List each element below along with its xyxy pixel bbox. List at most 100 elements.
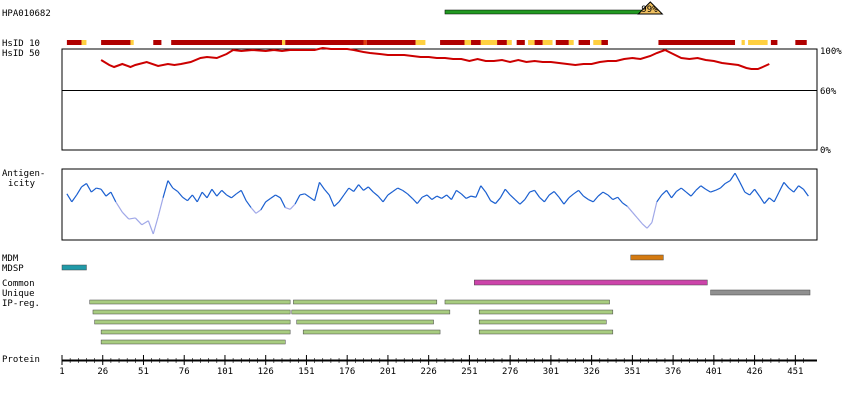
antigenicity-segment	[402, 189, 408, 195]
antigenicity-segment	[519, 199, 526, 205]
hsid10-segment	[555, 40, 569, 45]
antigenicity-segment	[499, 188, 506, 199]
antibody-id: HPA010682	[2, 9, 51, 19]
antigenicity-segment	[392, 187, 399, 193]
antigenicity-segment	[182, 196, 188, 202]
antigenicity-segment	[141, 220, 149, 226]
antigenicity-segment	[783, 181, 790, 189]
antigenicity-segment	[250, 207, 257, 214]
antigenicity-segment	[758, 195, 765, 204]
antigenicity-segment	[270, 194, 276, 199]
antigenicity-segment	[622, 202, 628, 207]
antigenicity-segment	[480, 185, 487, 193]
hsid10-band	[66, 40, 807, 45]
antigenicity-segment	[421, 194, 428, 198]
antigenicity-segment	[328, 194, 335, 207]
ipreg-bar	[444, 299, 610, 305]
antigenicity-segment	[377, 195, 384, 203]
axis-tick-label: 201	[380, 367, 396, 377]
antigenicity-segment	[121, 211, 130, 220]
axis-tick-label: 451	[787, 367, 803, 377]
antigenicity-segment	[768, 197, 775, 203]
antigenicity-segment	[367, 186, 374, 193]
antigenicity-segment	[236, 189, 242, 195]
antigenicity-segment	[187, 194, 193, 202]
ipreg-bar	[100, 329, 291, 335]
antigenicity-segment	[90, 187, 97, 193]
common-label: Common	[2, 279, 35, 289]
antigenicity-segment	[289, 203, 296, 210]
antigenicity-segment	[676, 187, 682, 193]
ipreg-bar	[94, 319, 291, 325]
antigenicity-segment	[416, 196, 423, 204]
unique-bar	[710, 289, 811, 296]
axis-tick-label: 326	[583, 367, 599, 377]
antigenicity-segment	[436, 195, 442, 199]
antigenicity-segment	[446, 194, 452, 200]
axis-tick-label: 1	[59, 367, 64, 377]
antigenicity-segment	[265, 197, 271, 203]
hsid10-segment	[440, 40, 465, 45]
unique-label: Unique	[2, 289, 35, 299]
antigenicity-segment	[201, 191, 208, 199]
antigenicity-segment	[333, 201, 340, 207]
antigenicity-segment	[465, 195, 472, 199]
antigenicity-segment	[285, 207, 291, 210]
antigenicity-segment	[191, 194, 198, 203]
antigenicity-segment	[323, 188, 330, 196]
axis-tick-label: 351	[624, 367, 640, 377]
axis-tick-label: 176	[339, 367, 355, 377]
antigenicity-segment	[695, 185, 702, 191]
hsid50-line	[100, 46, 770, 70]
hsid10-segment	[497, 40, 507, 45]
antigenicity-segment	[318, 181, 325, 190]
antigenicity-segment	[309, 196, 315, 202]
antigenicity-segment	[749, 188, 756, 196]
hsid10-segment	[795, 40, 807, 45]
mdm-label: MDM	[2, 254, 19, 264]
axis-tick-label: 26	[97, 367, 108, 377]
hsid10-segment	[464, 40, 472, 45]
ipreg-bar	[100, 339, 286, 345]
antigenicity-segment	[221, 189, 228, 196]
antigenicity-segment	[172, 187, 179, 193]
antigenicity-segment	[206, 188, 213, 199]
antigenicity-segment	[719, 183, 726, 189]
axis-tick-label: 76	[179, 367, 190, 377]
antigenicity-segment	[66, 193, 73, 203]
antigenicity-segment	[128, 217, 136, 220]
hsid10-segment	[282, 40, 286, 45]
antigenicity-segment	[578, 189, 584, 197]
antigenicity-segment	[705, 188, 711, 193]
hsid10-segment	[130, 40, 134, 45]
protein-axis-ticks: 1 26 51 76 101 126 151 176 201 226 251 276 301 326 351…	[59, 355, 804, 377]
antigenicity-segment	[441, 194, 447, 199]
antibody-bar: 99%	[444, 1, 664, 15]
antigenicity-segment	[744, 191, 751, 196]
antigenicity-segment	[495, 197, 501, 204]
antigenicity-segment	[729, 172, 736, 181]
antigenicity-segment	[680, 187, 687, 193]
hsid10-segment	[471, 40, 481, 45]
hsid10-segment	[593, 40, 602, 45]
antigenicity-segment	[71, 194, 78, 203]
antigenicity-segment	[602, 191, 609, 196]
antigenicity-segment	[656, 194, 663, 203]
hsid10-segment	[748, 40, 768, 45]
hsid50-frame	[61, 48, 818, 151]
antigenicity-segment	[553, 191, 560, 198]
antigenicity-segment	[407, 193, 413, 199]
ipreg-bar	[291, 309, 451, 315]
axis-tick-label: 301	[543, 367, 559, 377]
antigenicity-segment	[450, 190, 457, 200]
mdsp-label: MDSP	[2, 264, 24, 274]
antigenicity-segment	[631, 211, 638, 219]
antigenicity-label-1: Antigen-	[2, 169, 45, 179]
antigenicity-segment	[612, 196, 618, 201]
antigenicity-segment	[778, 182, 785, 193]
hsid10-segment	[741, 40, 745, 45]
antigenicity-segment	[710, 189, 716, 193]
common-bar	[474, 279, 708, 286]
antigenicity-segment	[671, 191, 677, 199]
